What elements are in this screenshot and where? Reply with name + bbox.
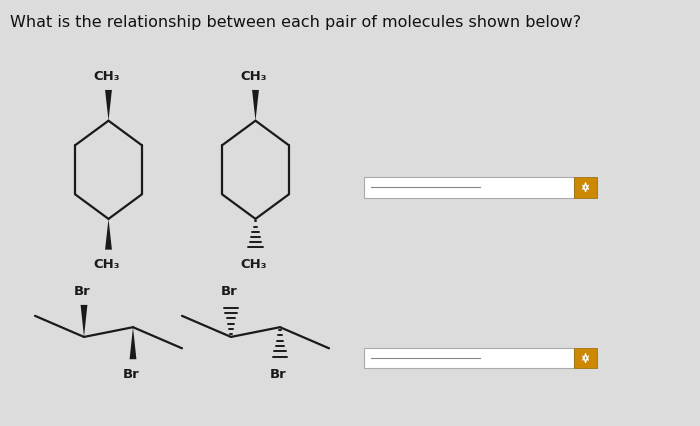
Text: Br: Br xyxy=(123,367,140,380)
Text: Br: Br xyxy=(270,367,287,380)
Polygon shape xyxy=(105,219,112,250)
Bar xyxy=(364,348,574,368)
Bar xyxy=(364,178,574,198)
Text: CH₃: CH₃ xyxy=(240,70,267,83)
Text: Br: Br xyxy=(221,285,238,297)
Polygon shape xyxy=(105,91,112,121)
Bar xyxy=(574,178,597,198)
Text: What is the relationship between each pair of molecules shown below?: What is the relationship between each pa… xyxy=(10,15,582,30)
Text: CH₃: CH₃ xyxy=(93,258,120,271)
Text: CH₃: CH₃ xyxy=(93,70,120,83)
Polygon shape xyxy=(80,305,88,337)
Bar xyxy=(574,348,597,368)
Polygon shape xyxy=(130,328,136,360)
Polygon shape xyxy=(252,91,259,121)
Text: Br: Br xyxy=(74,285,91,297)
Text: CH₃: CH₃ xyxy=(240,258,267,271)
